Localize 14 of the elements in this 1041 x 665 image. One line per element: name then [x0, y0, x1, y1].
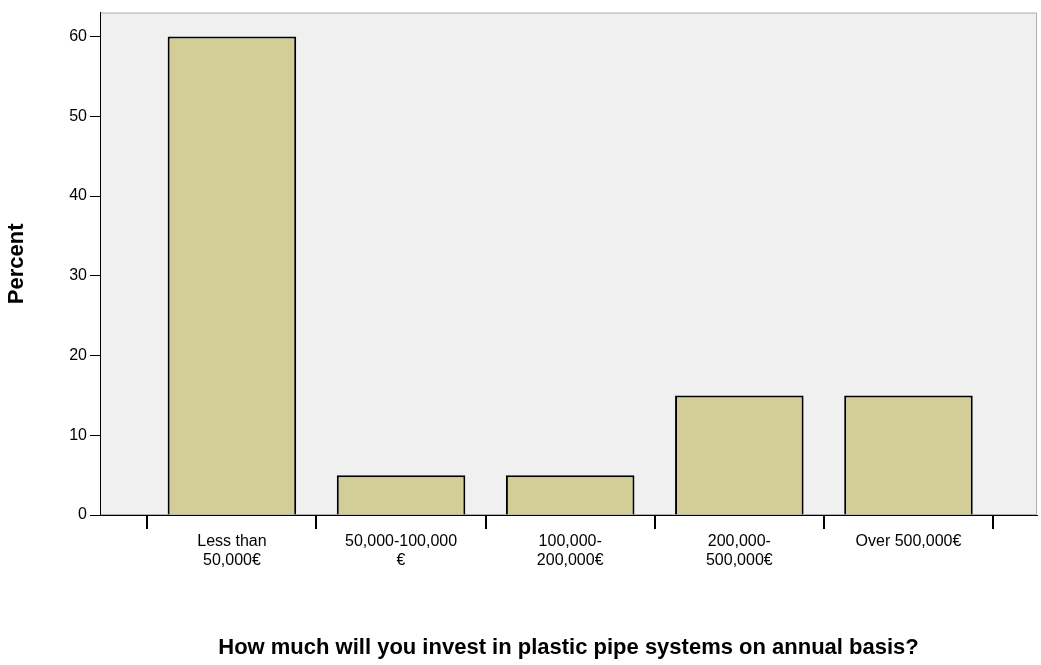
x-tick-label: 200,000-500,000€ — [705, 532, 773, 569]
y-axis-title: Percent — [3, 222, 29, 305]
y-tick-label: 50 — [69, 106, 88, 124]
x-axis-title: How much will you invest in plastic pipe systems on annual basis? — [218, 633, 919, 659]
y-tick-label: 20 — [69, 345, 88, 363]
y-tick-label: 40 — [69, 186, 88, 204]
y-tick-label: 10 — [69, 425, 88, 443]
x-tick-label: Over 500,000€ — [855, 532, 962, 550]
y-tick-label: 0 — [78, 505, 88, 523]
x-tick-label: 100,000-200,000€ — [536, 532, 604, 569]
y-tick-label: 60 — [69, 26, 88, 44]
x-tick-label: Less than 50,000€ — [197, 532, 267, 569]
y-tick-label: 30 — [69, 266, 88, 284]
x-tick-label: 50,000-100,000 € — [345, 532, 458, 569]
